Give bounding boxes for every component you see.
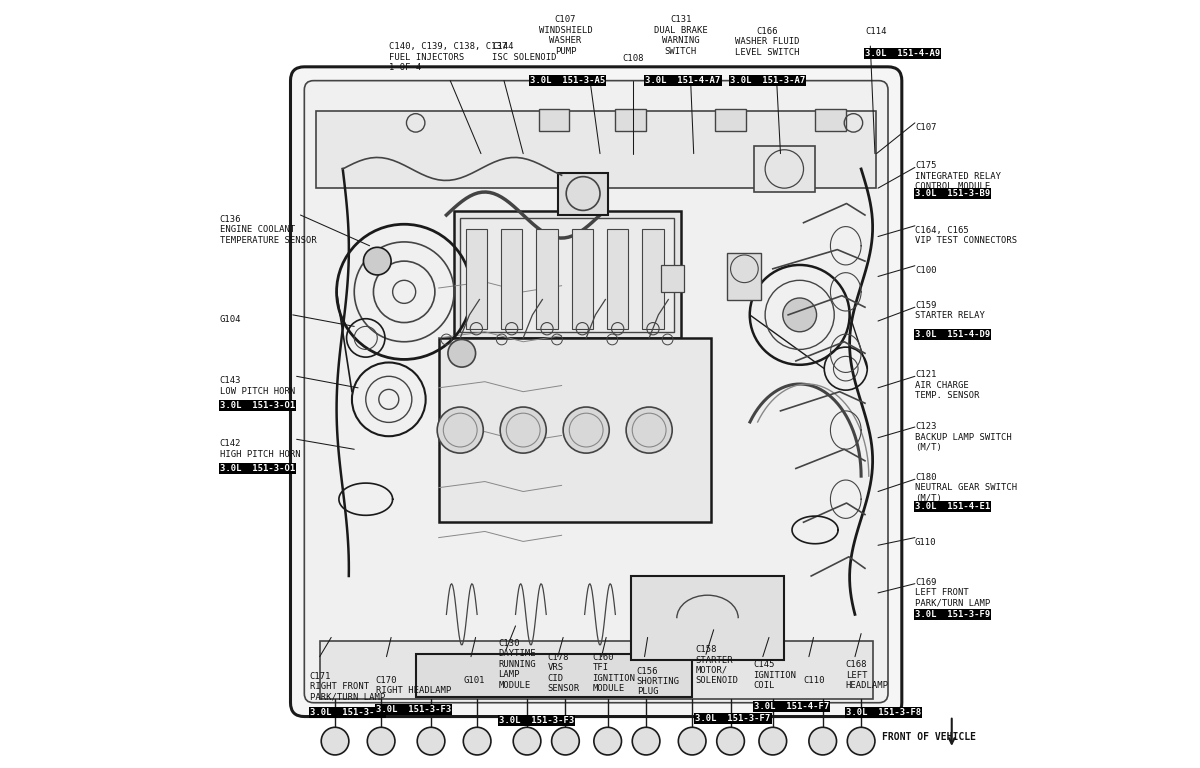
Circle shape <box>632 727 660 755</box>
Circle shape <box>322 727 349 755</box>
Text: C168
LEFT
HEADLAMP: C168 LEFT HEADLAMP <box>846 660 889 690</box>
Text: 3.0L  151-4-D9: 3.0L 151-4-D9 <box>914 329 990 339</box>
Text: FRONT OF VEHICLE: FRONT OF VEHICLE <box>882 732 977 743</box>
Text: C158
STARTER
MOTOR/
SOLENOID: C158 STARTER MOTOR/ SOLENOID <box>695 645 738 685</box>
Circle shape <box>809 727 836 755</box>
Text: 3.0L  151-4-E1: 3.0L 151-4-E1 <box>914 502 990 511</box>
Circle shape <box>678 727 706 755</box>
Circle shape <box>563 407 610 453</box>
Text: C131
DUAL BRAKE
WARNING
SWITCH: C131 DUAL BRAKE WARNING SWITCH <box>654 15 708 55</box>
Bar <box>316 111 876 188</box>
Bar <box>607 229 629 329</box>
Bar <box>500 229 522 329</box>
Text: C160
TFI
IGNITION
MODULE: C160 TFI IGNITION MODULE <box>593 653 635 693</box>
Text: 3.0L  151-3-F7: 3.0L 151-3-F7 <box>695 714 770 723</box>
Bar <box>754 146 815 192</box>
Text: 3.0L  151-4-A7: 3.0L 151-4-A7 <box>646 76 720 85</box>
Bar <box>642 229 664 329</box>
Text: 3.0L  151-3-E1: 3.0L 151-3-E1 <box>310 708 385 717</box>
Bar <box>461 218 673 332</box>
Bar <box>815 109 846 131</box>
Text: G110: G110 <box>914 538 936 547</box>
Text: C178
VRS
CID
SENSOR: C178 VRS CID SENSOR <box>547 653 580 693</box>
Text: 3.0L  151-3-F3: 3.0L 151-3-F3 <box>499 716 574 725</box>
Bar <box>539 109 569 131</box>
Text: C130
DAYTIME
RUNNING
LAMP
MODULE: C130 DAYTIME RUNNING LAMP MODULE <box>499 639 536 690</box>
Text: G104: G104 <box>220 315 241 324</box>
Text: 3.0L  151-3-F8: 3.0L 151-3-F8 <box>846 708 922 717</box>
Text: 3.0L  151-4-A9: 3.0L 151-4-A9 <box>865 49 941 58</box>
Bar <box>536 229 558 329</box>
Text: 3.0L  151-3-F3: 3.0L 151-3-F3 <box>376 705 451 714</box>
Circle shape <box>437 407 484 453</box>
Text: C100: C100 <box>914 266 936 275</box>
Text: C108: C108 <box>623 54 643 63</box>
Text: C159
STARTER RELAY: C159 STARTER RELAY <box>914 301 985 320</box>
Text: C107: C107 <box>914 123 936 132</box>
Circle shape <box>364 247 391 275</box>
Text: 3.0L  151-4-F7: 3.0L 151-4-F7 <box>754 702 829 711</box>
Text: C171
RIGHT FRONT
PARK/TURN LAMP: C171 RIGHT FRONT PARK/TURN LAMP <box>310 672 385 702</box>
Text: C123
BACKUP LAMP SWITCH
(M/T): C123 BACKUP LAMP SWITCH (M/T) <box>914 422 1012 452</box>
Text: C121
AIR CHARGE
TEMP. SENSOR: C121 AIR CHARGE TEMP. SENSOR <box>914 370 979 400</box>
FancyBboxPatch shape <box>290 67 902 717</box>
Circle shape <box>758 727 787 755</box>
Text: C164, C165
VIP TEST CONNECTORS: C164, C165 VIP TEST CONNECTORS <box>914 226 1018 245</box>
Text: C114: C114 <box>865 27 887 36</box>
Text: C170
RIGHT HEADLAMP: C170 RIGHT HEADLAMP <box>376 676 451 695</box>
Circle shape <box>367 727 395 755</box>
Circle shape <box>847 727 875 755</box>
Circle shape <box>594 727 622 755</box>
FancyBboxPatch shape <box>305 81 888 703</box>
Circle shape <box>626 407 672 453</box>
Circle shape <box>514 727 541 755</box>
Text: C145
IGNITION
COIL: C145 IGNITION COIL <box>754 660 797 690</box>
Bar <box>661 265 684 292</box>
Circle shape <box>418 727 445 755</box>
Text: 3.0L  151-3-O1: 3.0L 151-3-O1 <box>220 464 295 473</box>
Text: C180
NEUTRAL GEAR SWITCH
(M/T): C180 NEUTRAL GEAR SWITCH (M/T) <box>914 473 1018 503</box>
Text: C107
WINDSHIELD
WASHER
PUMP: C107 WINDSHIELD WASHER PUMP <box>539 15 593 55</box>
Bar <box>571 229 593 329</box>
Text: C140, C139, C138, C137
FUEL INJECTORS
1 OF 4: C140, C139, C138, C137 FUEL INJECTORS 1 … <box>389 42 508 72</box>
Text: 3.0L  151-3-A7: 3.0L 151-3-A7 <box>730 76 805 85</box>
Circle shape <box>463 727 491 755</box>
Circle shape <box>552 727 580 755</box>
Text: 3.0L  151-3-A5: 3.0L 151-3-A5 <box>530 76 605 85</box>
Text: C156
SHORTING
PLUG: C156 SHORTING PLUG <box>637 667 680 697</box>
Bar <box>558 173 607 215</box>
Text: C143
LOW PITCH HORN: C143 LOW PITCH HORN <box>220 376 295 396</box>
Text: C175
INTEGRATED RELAY
CONTROL MODULE: C175 INTEGRATED RELAY CONTROL MODULE <box>914 161 1001 191</box>
Text: 3.0L  151-3-B9: 3.0L 151-3-B9 <box>914 189 990 198</box>
Text: C166
WASHER FLUID
LEVEL SWITCH: C166 WASHER FLUID LEVEL SWITCH <box>736 27 799 57</box>
Text: C142
HIGH PITCH HORN: C142 HIGH PITCH HORN <box>220 439 300 458</box>
Text: C144
ISC SOLENOID: C144 ISC SOLENOID <box>492 42 557 61</box>
Text: C110: C110 <box>804 676 826 685</box>
Bar <box>631 576 785 660</box>
Bar <box>616 109 646 131</box>
Bar <box>319 641 872 699</box>
Text: 3.0L  151-3-F9: 3.0L 151-3-F9 <box>914 610 990 619</box>
Text: 3.0L  151-3-O1: 3.0L 151-3-O1 <box>220 401 295 410</box>
Bar <box>727 253 761 300</box>
Text: G101: G101 <box>463 676 485 685</box>
Bar <box>454 211 680 338</box>
Text: C136
ENGINE COOLANT
TEMPERATURE SENSOR: C136 ENGINE COOLANT TEMPERATURE SENSOR <box>220 215 317 245</box>
Bar <box>439 338 712 522</box>
Circle shape <box>448 339 475 367</box>
Bar <box>466 229 487 329</box>
Circle shape <box>716 727 744 755</box>
Bar <box>415 654 692 697</box>
Text: C169
LEFT FRONT
PARK/TURN LAMP: C169 LEFT FRONT PARK/TURN LAMP <box>914 578 990 607</box>
Circle shape <box>500 407 546 453</box>
Circle shape <box>782 298 816 332</box>
Bar <box>715 109 746 131</box>
